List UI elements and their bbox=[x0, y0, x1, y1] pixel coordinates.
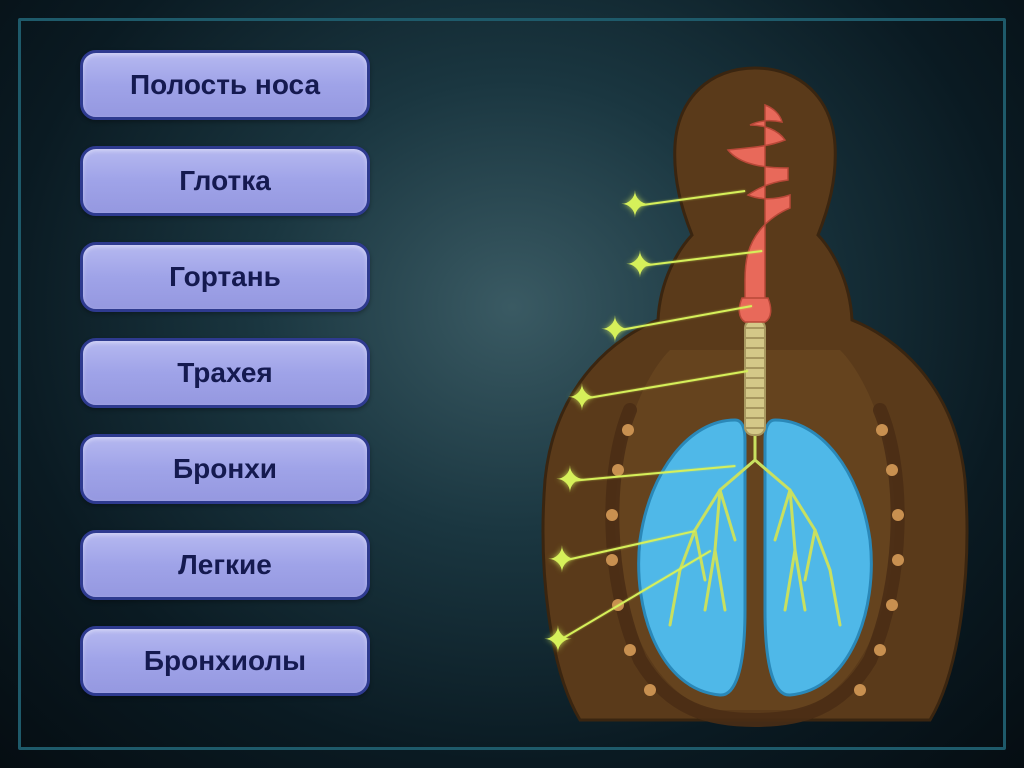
label-lungs[interactable]: Легкие bbox=[80, 530, 370, 600]
label-bronchi[interactable]: Бронхи bbox=[80, 434, 370, 504]
label-text: Легкие bbox=[178, 549, 272, 581]
label-text: Бронхи bbox=[173, 453, 277, 485]
label-text: Трахея bbox=[177, 357, 273, 389]
labels-column: Полость носа Глотка Гортань Трахея Бронх… bbox=[80, 50, 370, 696]
label-nasal-cavity[interactable]: Полость носа bbox=[80, 50, 370, 120]
label-text: Гортань bbox=[169, 261, 281, 293]
label-larynx[interactable]: Гортань bbox=[80, 242, 370, 312]
label-bronchioles[interactable]: Бронхиолы bbox=[80, 626, 370, 696]
anatomy-svg bbox=[510, 50, 1000, 730]
label-text: Бронхиолы bbox=[144, 645, 306, 677]
label-text: Глотка bbox=[179, 165, 271, 197]
label-text: Полость носа bbox=[130, 69, 320, 101]
label-pharynx[interactable]: Глотка bbox=[80, 146, 370, 216]
label-trachea[interactable]: Трахея bbox=[80, 338, 370, 408]
anatomy-diagram: ✦✦✦✦✦✦✦ bbox=[510, 50, 1000, 730]
